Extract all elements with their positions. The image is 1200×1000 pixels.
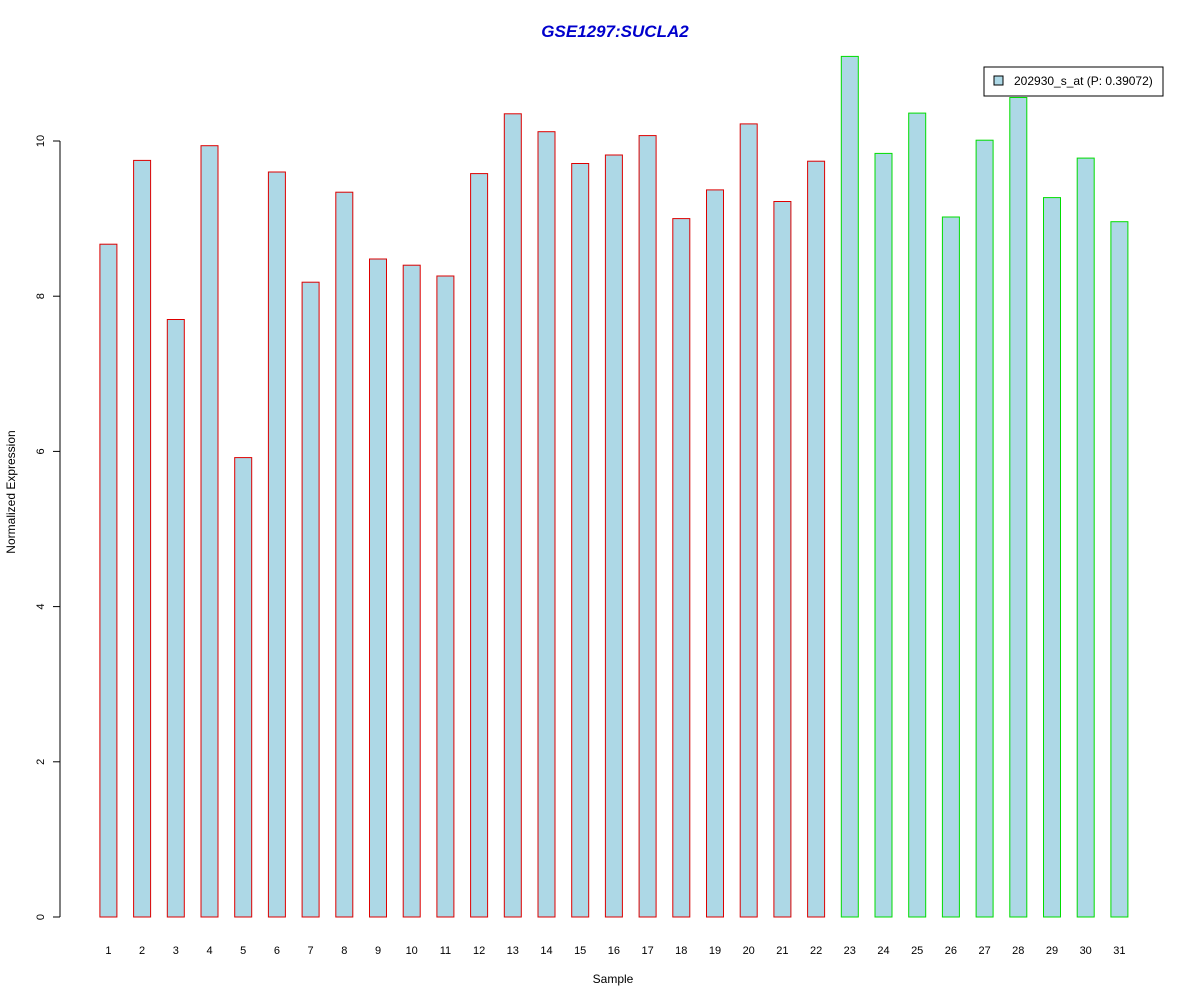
x-tick-label: 29 xyxy=(1046,945,1058,957)
bar xyxy=(234,457,253,918)
y-tick-label: 0 xyxy=(35,914,47,920)
x-tick-label: 23 xyxy=(844,945,856,957)
x-tick-label: 8 xyxy=(341,945,347,957)
x-tick-label: 31 xyxy=(1113,945,1125,957)
bar xyxy=(301,281,320,918)
x-tick-label: 27 xyxy=(978,945,990,957)
x-tick-label: 12 xyxy=(473,945,485,957)
x-tick-label: 5 xyxy=(240,945,246,957)
bar xyxy=(1009,97,1028,918)
y-tick-label: 6 xyxy=(35,448,47,454)
x-tick-label: 11 xyxy=(440,945,451,957)
bars xyxy=(99,55,1129,918)
x-tick-label: 20 xyxy=(743,945,755,957)
x-tick-label: 16 xyxy=(608,945,620,957)
x-axis-tick-labels: 1 2 3 4 5 6 7 8 9 10 11 12 13 14 15 16 17 18 19 20 21 22 23 24 2… xyxy=(105,945,1125,957)
bar xyxy=(638,135,657,918)
y-tick-label: 10 xyxy=(35,135,47,147)
bar xyxy=(1076,157,1095,918)
y-tick-label: 8 xyxy=(35,293,47,299)
bar xyxy=(133,159,152,918)
bar xyxy=(840,55,859,918)
y-axis: 0 2 4 6 8 10 xyxy=(35,135,61,920)
x-tick-label: 2 xyxy=(139,945,145,957)
x-tick-label: 10 xyxy=(406,945,418,957)
bar xyxy=(335,191,354,918)
x-tick-label: 28 xyxy=(1012,945,1024,957)
bar xyxy=(672,218,691,918)
x-tick-label: 14 xyxy=(540,945,552,957)
legend-label: 202930_s_at (P: 0.39072) xyxy=(1014,74,1153,88)
chart-title: GSE1297:SUCLA2 xyxy=(541,22,689,41)
bar xyxy=(773,201,792,918)
x-tick-label: 17 xyxy=(641,945,653,957)
x-tick-label: 15 xyxy=(574,945,586,957)
bar xyxy=(537,131,556,918)
x-tick-label: 9 xyxy=(375,945,381,957)
y-axis-label: Normalized Expression xyxy=(4,430,18,553)
x-tick-label: 22 xyxy=(810,945,822,957)
bar xyxy=(369,258,387,918)
bar xyxy=(975,139,994,918)
bar xyxy=(874,152,893,918)
x-tick-label: 18 xyxy=(675,945,687,957)
bar xyxy=(436,275,455,918)
bar xyxy=(908,112,927,918)
bar xyxy=(1110,221,1129,918)
bar xyxy=(267,171,286,918)
legend-box xyxy=(983,66,1164,97)
x-axis-label: Sample xyxy=(593,972,634,986)
bar xyxy=(941,216,960,918)
bar xyxy=(470,173,489,918)
bar xyxy=(200,145,219,918)
bar xyxy=(807,160,826,918)
x-tick-label: 6 xyxy=(274,945,280,957)
x-tick-label: 13 xyxy=(507,945,519,957)
bar xyxy=(402,264,421,918)
legend-swatch xyxy=(993,75,1004,86)
bar xyxy=(503,113,522,918)
x-tick-label: 25 xyxy=(911,945,923,957)
bar xyxy=(739,123,758,918)
x-tick-label: 21 xyxy=(776,945,788,957)
legend: 202930_s_at (P: 0.39072) xyxy=(983,66,1164,97)
x-tick-label: 30 xyxy=(1080,945,1092,957)
bar xyxy=(99,243,118,918)
x-tick-label: 1 xyxy=(105,945,111,957)
x-tick-label: 24 xyxy=(877,945,889,957)
bar xyxy=(1043,197,1061,918)
y-tick-label: 4 xyxy=(35,604,47,610)
x-tick-label: 19 xyxy=(709,945,721,957)
x-tick-label: 4 xyxy=(206,945,212,957)
x-tick-label: 3 xyxy=(173,945,179,957)
y-tick-label: 2 xyxy=(35,759,47,765)
x-tick-label: 26 xyxy=(945,945,957,957)
bar xyxy=(706,189,724,918)
bar xyxy=(604,154,623,918)
x-tick-label: 7 xyxy=(308,945,314,957)
bar xyxy=(571,163,590,918)
bar xyxy=(166,319,185,918)
